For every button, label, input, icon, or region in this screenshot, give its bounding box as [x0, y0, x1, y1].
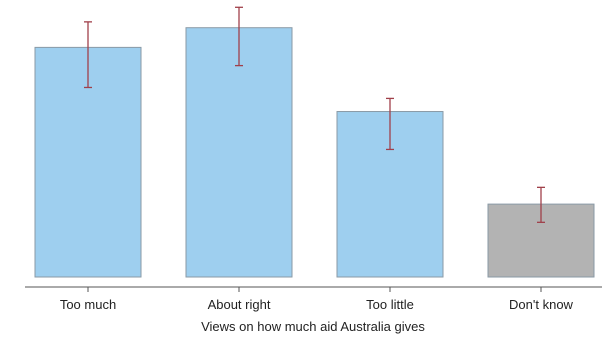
- x-tick-label-about-right: About right: [208, 297, 271, 312]
- error-bar-about-right: [235, 6, 243, 67]
- error-bar-too-much: [84, 21, 92, 89]
- x-tick-labels-layer: Too much About right Too little Don't know: [60, 297, 574, 312]
- x-ticks-layer: [87, 287, 542, 292]
- bars-layer: [34, 27, 595, 278]
- bar-about-right: [185, 27, 293, 278]
- x-axis-title: Views on how much aid Australia gives: [201, 319, 425, 334]
- x-tick-label-too-little: Too little: [366, 297, 414, 312]
- x-tick-label-too-much: Too much: [60, 297, 116, 312]
- error-bar-don-t-know: [537, 186, 545, 223]
- error-bars-layer: [84, 6, 545, 223]
- error-bar-too-little: [386, 97, 394, 151]
- x-tick-label-don-t-know: Don't know: [509, 297, 574, 312]
